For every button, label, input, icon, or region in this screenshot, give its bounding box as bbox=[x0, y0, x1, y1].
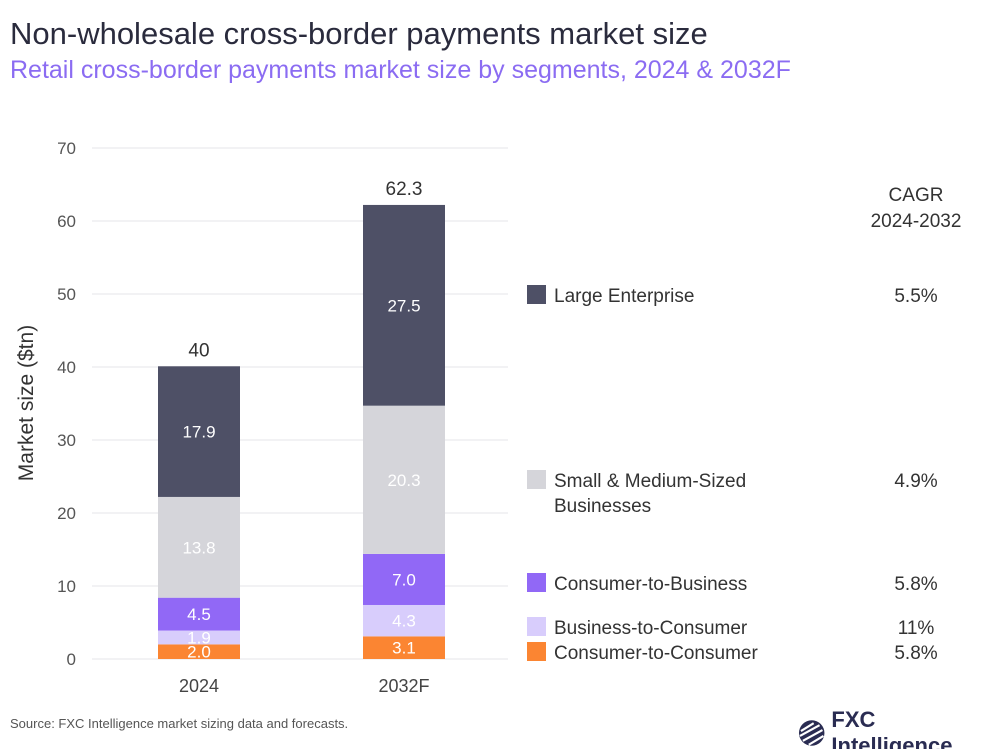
cagr-value: 11% bbox=[898, 618, 935, 639]
legend-swatch bbox=[527, 617, 546, 636]
legend-label: Consumer-to-Consumer bbox=[554, 643, 758, 664]
bar-segment bbox=[363, 405, 445, 554]
legend-swatch bbox=[527, 642, 546, 661]
data-label: 20.3 bbox=[387, 471, 420, 490]
bar-segment bbox=[363, 636, 445, 659]
y-tick-label: 40 bbox=[57, 358, 76, 377]
y-tick-label: 30 bbox=[57, 431, 76, 450]
fxc-logo-icon bbox=[798, 720, 825, 746]
bar-segment bbox=[363, 604, 445, 637]
data-label: 27.5 bbox=[387, 296, 420, 315]
source-note: Source: FXC Intelligence market sizing d… bbox=[10, 716, 349, 731]
y-tick-label: 70 bbox=[57, 139, 76, 158]
fxc-logo: FXC Intelligence bbox=[798, 707, 999, 749]
bar-segment bbox=[363, 204, 445, 406]
data-label: 1.9 bbox=[187, 628, 211, 647]
legend-swatch bbox=[527, 470, 546, 489]
bar-segment bbox=[158, 630, 240, 645]
cagr-header: 2024-2032 bbox=[871, 211, 962, 232]
data-label: 3.1 bbox=[392, 639, 416, 658]
cagr-value: 5.8% bbox=[894, 574, 937, 595]
data-label: 13.8 bbox=[182, 538, 215, 557]
x-tick-label: 2032F bbox=[378, 676, 429, 696]
y-tick-label: 10 bbox=[57, 577, 76, 596]
logo-text: FXC Intelligence bbox=[831, 707, 953, 749]
legend-label: Businesses bbox=[554, 496, 651, 517]
data-label: 4.5 bbox=[187, 605, 211, 624]
data-label: 7.0 bbox=[392, 570, 416, 589]
bar-segment bbox=[158, 597, 240, 631]
y-tick-label: 60 bbox=[57, 212, 76, 231]
y-axis-label: Market size ($tn) bbox=[15, 325, 38, 481]
bar-segment bbox=[363, 553, 445, 605]
total-label: 62.3 bbox=[386, 179, 423, 200]
cagr-value: 5.8% bbox=[894, 643, 937, 664]
y-tick-label: 20 bbox=[57, 504, 76, 523]
legend-swatch bbox=[527, 285, 546, 304]
legend-label: Consumer-to-Business bbox=[554, 574, 747, 595]
x-tick-label: 2024 bbox=[179, 676, 219, 696]
legend-label: Large Enterprise bbox=[554, 286, 694, 307]
total-label: 40 bbox=[188, 340, 209, 361]
legend-swatch bbox=[527, 573, 546, 592]
legend-label: Small & Medium-Sized bbox=[554, 471, 746, 492]
data-label: 2.0 bbox=[187, 643, 211, 662]
y-tick-label: 0 bbox=[67, 650, 76, 669]
cagr-header: CAGR bbox=[889, 185, 944, 206]
legend-label: Business-to-Consumer bbox=[554, 618, 748, 639]
chart-title: Non-wholesale cross-border payments mark… bbox=[10, 16, 708, 51]
bar-segment bbox=[158, 496, 240, 598]
data-label: 17.9 bbox=[182, 423, 215, 442]
bar-segment bbox=[158, 644, 240, 659]
cagr-value: 5.5% bbox=[894, 286, 937, 307]
bar-segment bbox=[158, 366, 240, 497]
data-label: 4.3 bbox=[392, 612, 416, 631]
cagr-value: 4.9% bbox=[894, 471, 937, 492]
y-tick-label: 50 bbox=[57, 285, 76, 304]
chart-subtitle: Retail cross-border payments market size… bbox=[10, 56, 791, 84]
